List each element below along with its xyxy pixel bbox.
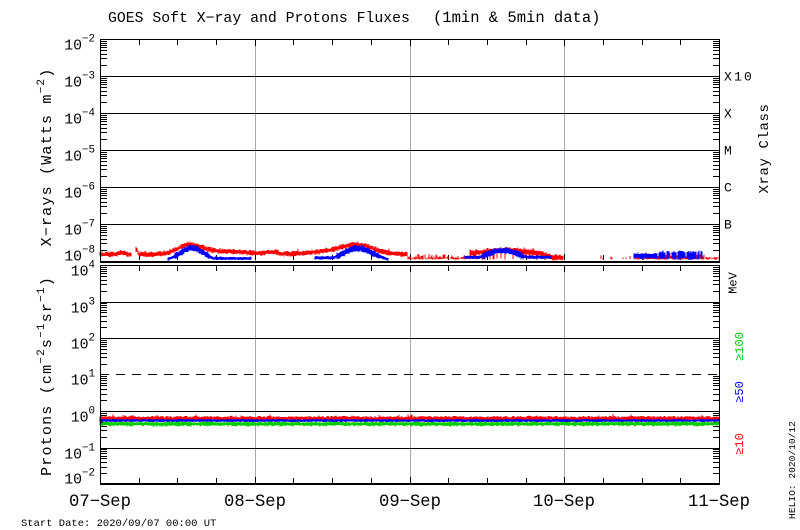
svg-text:≥10: ≥10 xyxy=(733,433,747,455)
svg-text:≥50: ≥50 xyxy=(733,381,747,403)
svg-text:10−Sep: 10−Sep xyxy=(533,493,595,512)
svg-text:09−Sep: 09−Sep xyxy=(379,493,441,512)
svg-text:B: B xyxy=(724,218,734,233)
svg-text:C: C xyxy=(724,181,734,196)
svg-text:X: X xyxy=(724,107,734,122)
svg-text:(1min & 5min data): (1min & 5min data) xyxy=(433,9,600,27)
svg-text:MeV: MeV xyxy=(727,271,741,293)
svg-text:GOES Soft X−ray and Protons Fl: GOES Soft X−ray and Protons Fluxes xyxy=(108,11,410,27)
svg-text:M: M xyxy=(724,144,734,159)
svg-text:≥100: ≥100 xyxy=(733,332,747,361)
svg-text:Start Date: 2020/09/07 00:00 U: Start Date: 2020/09/07 00:00 UT xyxy=(21,518,216,530)
svg-text:08−Sep: 08−Sep xyxy=(224,493,286,512)
svg-text:X−rays (Watts m−2): X−rays (Watts m−2) xyxy=(36,68,56,247)
svg-text:07−Sep: 07−Sep xyxy=(69,493,131,512)
svg-text:11−Sep: 11−Sep xyxy=(688,493,750,512)
svg-text:HELIO: 2020/10/12: HELIO: 2020/10/12 xyxy=(787,421,798,519)
svg-text:Protons (cm−2s−1sr−1): Protons (cm−2s−1sr−1) xyxy=(36,276,56,476)
svg-text:X10: X10 xyxy=(724,70,754,85)
svg-text:Xray Class: Xray Class xyxy=(757,103,773,193)
